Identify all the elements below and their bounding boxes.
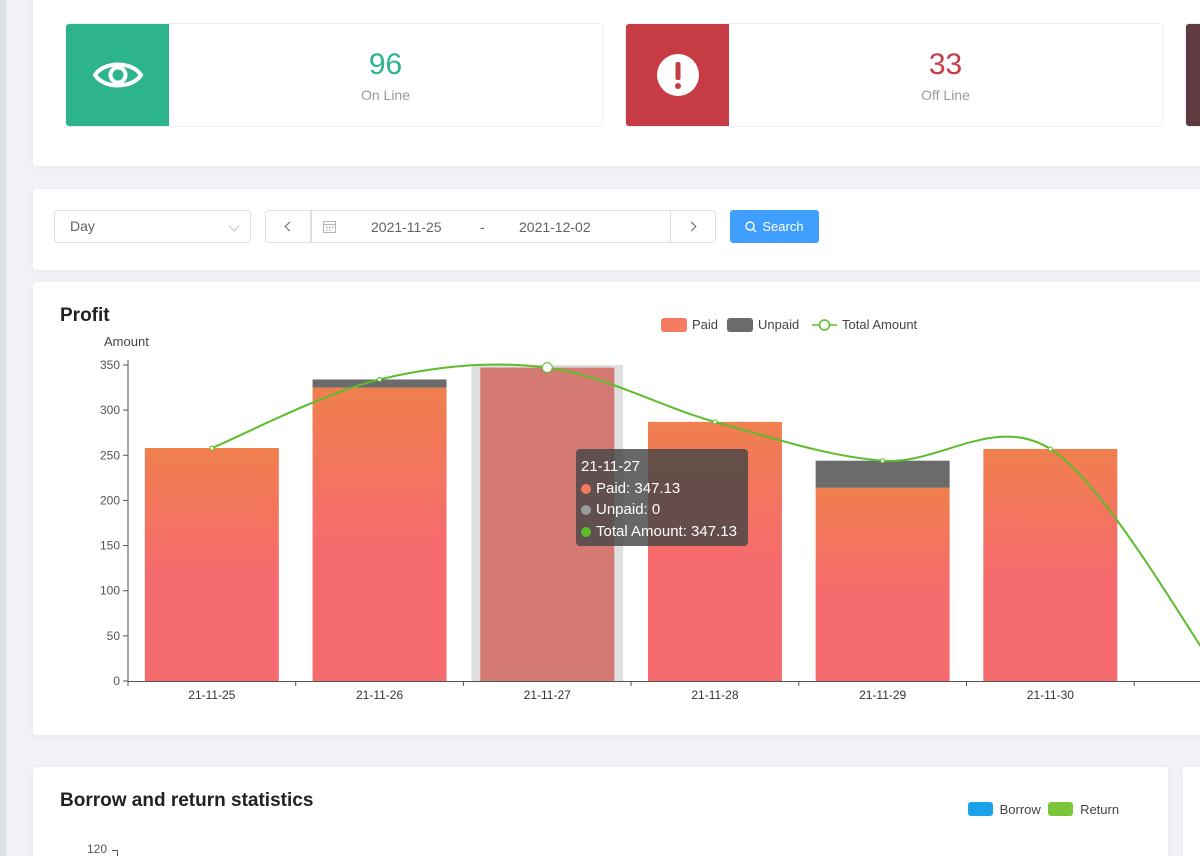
y-tick-label: 350 [100,358,120,372]
date-range-picker[interactable]: 2021-11-25 - 2021-12-02 [311,210,671,243]
x-tick-label: 21-11-29 [859,688,906,702]
chevron-right-icon [686,221,697,232]
x-tick-label: 21-11-28 [691,688,738,702]
period-value: Day [70,218,95,234]
bar-paid [983,448,1118,681]
borrow-title: Borrow and return statistics [60,790,314,811]
legend-paid-label: Paid [692,317,718,332]
y-tick-label: 250 [100,448,120,462]
borrow-legend-swatch [968,802,993,816]
return-legend-label[interactable]: Return [1080,802,1120,817]
online-label: On Line [360,87,411,103]
side-panel-cut [1182,766,1200,856]
total-amount-point [1047,446,1053,452]
next-range-button[interactable] [670,210,716,243]
y-tick-label: 300 [100,403,120,417]
y-tick-label: 0 [113,674,120,688]
x-tick-label: 21-11-27 [524,688,571,702]
x-tick-label: 21-11-25 [188,688,235,702]
offline-count: 33 [928,48,963,81]
legend-paid-swatch [661,318,687,332]
tooltip-paid: Paid: 347.13 [581,478,743,500]
x-tick-label: 21-11-30 [1027,688,1074,702]
total-dot [581,526,591,537]
stat-third-cut [1185,23,1200,127]
legend-total-label: Total Amount [842,317,918,332]
offline-label: Off Line [921,87,970,103]
total-amount-point [209,445,215,451]
y-tick-label: 150 [100,539,120,553]
total-amount-point [377,376,383,382]
exclamation-icon [626,24,729,126]
stat-online: 96 On Line [65,23,603,127]
borrow-y-axis [117,850,118,856]
chart-tooltip: 21-11-27 Paid: 347.13 Unpaid: 0 Total Am… [576,449,748,546]
bar-paid [815,487,950,681]
start-date[interactable]: 2021-11-25 [371,219,442,235]
search-label: Search [762,219,804,234]
y-axis-title: Amount [104,334,149,349]
legend-total-marker [818,319,831,331]
bar-unpaid [312,379,447,388]
paid-dot [581,483,591,494]
range-separator: - [480,219,485,235]
y-tick-label: 100 [100,584,120,598]
legend-unpaid-label: Unpaid [758,317,799,332]
tooltip-date: 21-11-27 [581,458,640,475]
end-date[interactable]: 2021-12-02 [519,219,591,235]
total-amount-point [880,458,886,464]
profit-title: Profit [60,305,110,326]
left-edge [0,0,6,856]
stat-offline: 33 Off Line [625,23,1163,127]
chevron-left-icon [284,221,295,232]
tooltip-unpaid: Unpaid: 0 [581,499,743,521]
tooltip-total: Total Amount: 347.13 [581,521,743,543]
period-select[interactable]: Day [54,210,251,243]
x-tick-label: 21-11-26 [356,688,403,702]
bar-paid [312,387,447,681]
search-button[interactable]: Search [730,210,819,243]
y-tick-label: 200 [100,493,120,507]
chevron-down-icon [228,220,240,232]
calendar-icon [323,221,336,233]
unpaid-dot [581,505,591,515]
bar-paid [144,448,279,681]
borrow-legend: Borrow Return [968,802,1119,817]
return-legend-swatch [1048,802,1074,816]
total-amount-point [712,419,718,425]
eye-icon [66,24,169,126]
y-tick-label: 50 [107,629,121,643]
legend-unpaid-swatch [727,318,753,332]
bar-unpaid [815,460,950,488]
borrow-tick-mark [112,850,118,851]
total-amount-point [541,362,553,374]
borrow-y-top-tick: 120 [87,842,108,856]
online-count: 96 [368,48,403,81]
search-icon [745,220,757,232]
prev-range-button[interactable] [265,210,311,243]
borrow-legend-label[interactable]: Borrow [999,802,1041,817]
